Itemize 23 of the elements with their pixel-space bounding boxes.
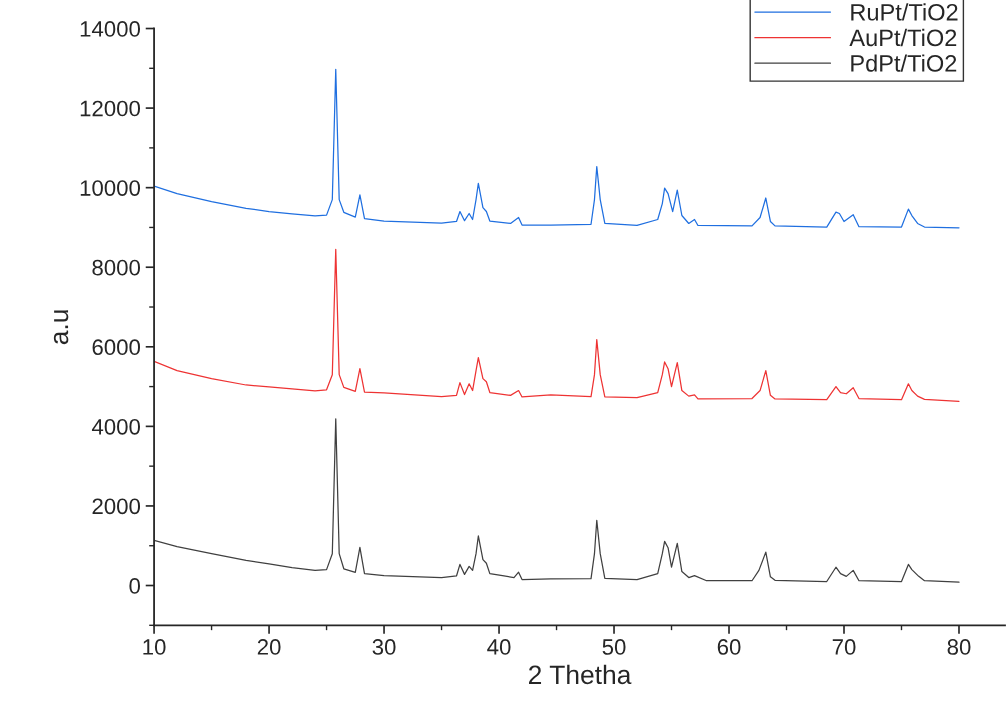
line-series (154, 418, 960, 583)
x-tick-label: 80 (947, 639, 971, 655)
y-tick-label: 10000 (80, 180, 141, 196)
x-tick-label: 50 (602, 639, 626, 655)
y-tick-label: 6000 (92, 339, 141, 356)
y-tick-label: 2000 (92, 498, 141, 515)
y-tick-label: 12000 (80, 100, 141, 117)
x-tick-label: 70 (832, 639, 856, 655)
x-tick-label: 60 (717, 639, 741, 655)
line-series (154, 248, 960, 402)
y-tick-label: 8000 (92, 259, 141, 276)
x-tick-label: 30 (372, 639, 396, 655)
x-tick-label: 10 (143, 639, 166, 655)
legend-label: AuPt/TiO2 (849, 28, 957, 47)
x-tick-label: 40 (487, 639, 511, 655)
y-tick-label: 0 (129, 578, 141, 594)
x-tick-label: 20 (257, 639, 281, 655)
y-tick-label: 14000 (80, 21, 141, 37)
legend-label: PdPt/TiO2 (851, 54, 957, 72)
legend-label: RuPt/TiO2 (851, 3, 958, 21)
y-tick-label: 4000 (91, 418, 141, 435)
x-axis-title: 2 Thetha (529, 664, 632, 685)
y-axis-title: a.u (53, 310, 69, 345)
